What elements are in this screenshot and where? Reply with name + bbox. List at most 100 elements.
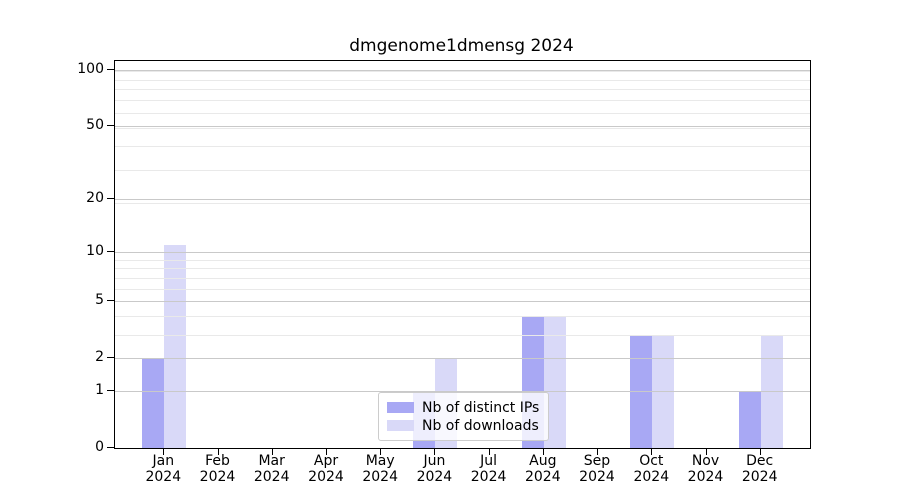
x-tick-year: 2024: [470, 469, 507, 485]
y-tick-mark: [107, 357, 114, 359]
x-tick-month: Dec: [746, 453, 774, 469]
legend: Nb of distinct IPs Nb of downloads: [378, 392, 550, 441]
bar-downloads-jan: [164, 244, 187, 448]
x-tick-label: Feb 2024: [186, 453, 250, 485]
x-tick-year: 2024: [687, 469, 724, 485]
legend-swatch-distinct-ips: [387, 402, 414, 413]
gridline-minor: [115, 202, 810, 204]
x-tick-mark: [217, 448, 219, 455]
y-tick-mark: [107, 447, 114, 448]
y-tick-mark: [107, 125, 114, 127]
x-tick-label: Jul 2024: [457, 453, 521, 485]
x-tick-mark: [271, 448, 273, 455]
x-tick-mark: [542, 448, 544, 455]
x-tick-year: 2024: [145, 469, 182, 485]
x-tick-label: Oct 2024: [619, 453, 683, 485]
chart-title: dmgenome1dmensg 2024: [349, 36, 574, 56]
y-tick-label: 5: [95, 292, 104, 309]
bar-downloads-oct: [652, 334, 675, 448]
x-tick-label: Dec 2024: [728, 453, 792, 485]
gridline-minor: [115, 268, 810, 270]
y-tick-mark: [107, 300, 114, 302]
x-tick-month: Oct: [639, 453, 664, 469]
x-tick-year: 2024: [579, 469, 615, 485]
x-tick-year: 2024: [633, 469, 670, 485]
y-tick-label: 0: [95, 439, 104, 455]
x-tick-mark: [597, 448, 598, 455]
bar-distinct-ips-jan: [142, 358, 165, 448]
x-tick-mark: [651, 448, 653, 455]
x-tick-month: Mar: [258, 453, 285, 469]
x-tick-month: Nov: [691, 453, 720, 469]
gridline-major: [115, 70, 810, 72]
x-tick-month: Jul: [480, 453, 498, 469]
x-tick-mark: [488, 448, 490, 455]
legend-swatch-downloads: [387, 420, 414, 431]
x-tick-month: Jan: [152, 453, 175, 469]
gridline-minor: [115, 71, 810, 72]
gridline-major: [115, 391, 810, 393]
x-tick-month: Feb: [205, 453, 230, 469]
x-tick-label: Jun 2024: [402, 453, 466, 485]
x-tick-month: Aug: [529, 453, 557, 469]
x-tick-label: Aug 2024: [511, 453, 575, 485]
y-tick-label: 100: [77, 61, 104, 78]
x-tick-label: Jan 2024: [131, 453, 195, 485]
x-tick-month: May: [365, 453, 395, 469]
y-tick-label: 2: [95, 349, 104, 366]
x-tick-mark: [434, 448, 436, 455]
x-tick-year: 2024: [253, 469, 290, 485]
x-tick-month: Apr: [313, 453, 339, 469]
y-tick-mark: [107, 197, 114, 199]
x-tick-year: 2024: [308, 469, 344, 485]
x-tick-mark: [380, 448, 382, 455]
y-tick-label: 20: [86, 189, 104, 206]
bar-downloads-dec: [760, 334, 783, 448]
gridline-major: [115, 358, 810, 360]
y-tick-label: 50: [86, 117, 104, 134]
gridline-minor: [115, 146, 810, 147]
x-tick-month: Jun: [423, 453, 446, 469]
y-tick-label: 1: [95, 382, 104, 399]
y-tick-mark: [107, 69, 114, 71]
x-tick-month: Sep: [583, 453, 611, 469]
gridline-minor: [115, 288, 810, 290]
legend-label-downloads: Nb of downloads: [422, 417, 539, 434]
gridline-minor: [115, 277, 810, 279]
gridline-minor: [115, 89, 810, 91]
plot-area: [114, 60, 811, 449]
gridline-major: [115, 198, 810, 200]
gridline-minor: [115, 334, 810, 336]
legend-label-distinct-ips: Nb of distinct IPs: [422, 399, 540, 416]
y-tick-label: 10: [86, 242, 104, 259]
gridline-minor: [115, 316, 810, 318]
x-tick-label: Apr 2024: [294, 453, 358, 485]
y-tick-mark: [107, 390, 114, 392]
x-tick-mark: [705, 448, 707, 455]
x-tick-mark: [759, 448, 761, 455]
x-tick-year: 2024: [524, 469, 561, 485]
x-tick-year: 2024: [741, 469, 778, 485]
gridline-minor: [115, 112, 810, 114]
gridline-minor: [115, 127, 810, 129]
legend-item-downloads: Nb of downloads: [387, 417, 539, 434]
x-tick-year: 2024: [362, 469, 398, 485]
gridline-minor: [115, 169, 810, 171]
x-tick-mark: [326, 448, 327, 455]
x-tick-label: May 2024: [348, 453, 412, 485]
bar-distinct-ips-oct: [630, 334, 653, 448]
bar-distinct-ips-dec: [738, 391, 761, 448]
gridline-major: [115, 301, 810, 303]
bar-downloads-aug: [543, 316, 566, 448]
x-tick-label: Sep 2024: [565, 453, 629, 485]
legend-item-distinct-ips: Nb of distinct IPs: [387, 399, 539, 416]
x-tick-year: 2024: [199, 469, 236, 485]
gridline-major: [115, 126, 810, 128]
y-tick-mark: [107, 250, 114, 252]
x-tick-mark: [163, 448, 165, 455]
x-tick-year: 2024: [416, 469, 453, 485]
gridline-minor: [115, 79, 810, 81]
gridline-minor: [115, 259, 810, 261]
x-tick-label: Mar 2024: [240, 453, 304, 485]
